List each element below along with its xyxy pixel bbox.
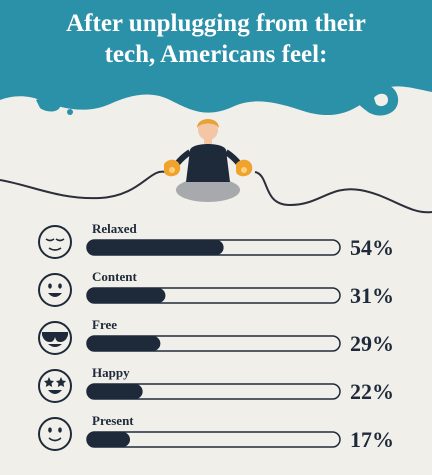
- category-label: Present: [92, 413, 134, 428]
- icon-eye: [48, 427, 52, 433]
- value-label: 29%: [350, 331, 394, 356]
- icon-glasses: [42, 332, 68, 342]
- icon-eye: [58, 427, 62, 433]
- category-label: Free: [92, 317, 117, 332]
- splash: [36, 96, 61, 112]
- icon-circle: [38, 273, 72, 307]
- icon-circle: [38, 369, 72, 403]
- splash-highlight: [374, 93, 388, 107]
- bar: [87, 432, 131, 447]
- icon-circle: [38, 225, 72, 259]
- icon-mouth: [48, 293, 62, 297]
- icon-mouth: [48, 437, 62, 442]
- bar: [87, 288, 166, 303]
- bar: [87, 240, 224, 255]
- value-label: 31%: [350, 283, 394, 308]
- icon-circle: [38, 321, 72, 355]
- splash-drop: [67, 109, 73, 115]
- icon-mouth: [48, 247, 62, 251]
- icon-eye: [48, 283, 52, 289]
- category-label: Content: [92, 269, 137, 284]
- bar: [87, 336, 161, 351]
- icon-mouth: [48, 390, 62, 394]
- meditating-woman: [164, 119, 253, 202]
- icon-mouth: [48, 344, 62, 347]
- header-background: [0, 0, 432, 116]
- value-label: 22%: [350, 379, 394, 404]
- icon-star-eye: [44, 377, 54, 387]
- value-label: 17%: [350, 427, 394, 452]
- icon-eye: [45, 238, 65, 242]
- emoji-icon: [38, 417, 72, 451]
- bar: [87, 384, 143, 399]
- icon-eye: [58, 283, 62, 289]
- emoji-icon: [38, 321, 72, 355]
- category-label: Relaxed: [92, 221, 138, 236]
- chart-title: After unplugging from their tech, Americ…: [66, 10, 366, 68]
- icon-star-eye: [55, 377, 66, 387]
- emoji-icon: [38, 225, 72, 259]
- icon-circle: [38, 417, 72, 451]
- value-label: 54%: [350, 235, 394, 260]
- category-label: Happy: [92, 365, 130, 380]
- emoji-icon: [38, 273, 72, 307]
- emoji-icon: [38, 369, 72, 403]
- cord: [0, 170, 432, 214]
